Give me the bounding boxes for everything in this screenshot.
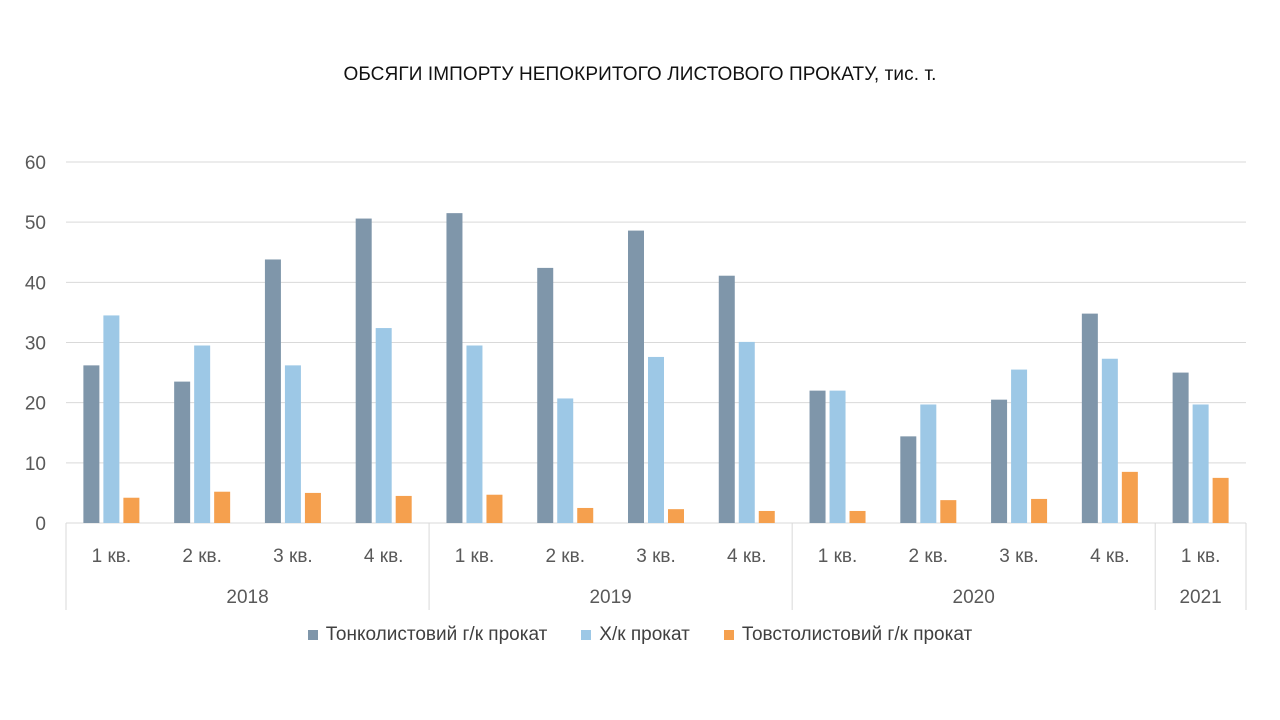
bar-series-0-cat-9 — [900, 436, 917, 523]
group-label: 2018 — [226, 587, 268, 608]
chart-legend: Тонколистовий г/к прокат Х/к прокат Товсто… — [0, 624, 1280, 646]
bar-series-1-cat-12 — [1192, 404, 1209, 523]
bar-series-0-cat-8 — [809, 390, 826, 523]
bar-series-2-cat-11 — [1121, 471, 1138, 523]
bar-series-1-cat-10 — [1011, 369, 1028, 523]
bar-series-0-cat-11 — [1081, 313, 1098, 523]
bar-series-1-cat-8 — [829, 390, 846, 523]
bar-series-0-cat-4 — [446, 213, 463, 523]
bar-series-0-cat-12 — [1172, 372, 1189, 523]
x-tick-label: 1 кв. — [818, 546, 858, 567]
bar-series-2-cat-7 — [758, 510, 775, 523]
bar-series-2-cat-6 — [668, 509, 684, 523]
legend-item: Тонколистовий г/к прокат — [307, 624, 548, 646]
bar-series-1-cat-3 — [375, 328, 392, 523]
bar-series-2-cat-12 — [1212, 477, 1229, 523]
bar-series-2-cat-5 — [577, 507, 594, 523]
y-tick-label: 20 — [25, 394, 46, 415]
group-label: 2019 — [589, 587, 631, 608]
bar-series-0-cat-6 — [628, 230, 644, 523]
x-tick-label: 1 кв. — [92, 546, 132, 567]
bar-series-0-cat-0 — [83, 365, 100, 523]
legend-swatch — [723, 630, 734, 640]
x-tick-label: 4 кв. — [1090, 546, 1130, 567]
bar-series-0-cat-10 — [991, 399, 1008, 523]
bar-series-2-cat-0 — [123, 497, 140, 523]
bar-series-2-cat-2 — [304, 492, 321, 523]
x-tick-label: 1 кв. — [455, 546, 495, 567]
bar-series-1-cat-1 — [194, 345, 211, 523]
bar-series-1-cat-7 — [738, 341, 755, 523]
x-tick-label: 2 кв. — [545, 546, 585, 567]
bar-series-0-cat-3 — [355, 218, 372, 523]
y-tick-label: 60 — [25, 153, 46, 174]
group-label: 2021 — [1179, 587, 1221, 608]
bar-series-2-cat-8 — [849, 510, 866, 523]
x-tick-label: 1 кв. — [1181, 546, 1221, 567]
bar-series-1-cat-6 — [648, 356, 664, 523]
legend-label: Х/к прокат — [599, 624, 690, 645]
x-tick-label: 3 кв. — [636, 546, 676, 567]
legend-swatch — [307, 630, 318, 640]
y-tick-label: 40 — [25, 273, 46, 294]
bar-series-1-cat-5 — [557, 398, 574, 523]
x-tick-label: 3 кв. — [273, 546, 313, 567]
bar-series-1-cat-11 — [1101, 358, 1118, 523]
bar-series-1-cat-0 — [103, 315, 120, 523]
bar-series-0-cat-1 — [174, 381, 191, 523]
bar-series-2-cat-4 — [486, 494, 503, 523]
legend-item: Товстолистовий г/к прокат — [723, 624, 973, 646]
bar-series-0-cat-7 — [718, 275, 735, 523]
chart-title: ОБСЯГИ ІМПОРТУ НЕПОКРИТОГО ЛИСТОВОГО ПРО… — [343, 64, 937, 85]
y-tick-label: 10 — [25, 454, 46, 475]
x-tick-label: 2 кв. — [909, 546, 949, 567]
x-tick-label: 2 кв. — [182, 546, 222, 567]
y-tick-label: 50 — [25, 213, 46, 234]
bar-series-0-cat-2 — [264, 259, 281, 523]
bar-series-2-cat-10 — [1031, 498, 1048, 523]
y-tick-label: 0 — [35, 514, 46, 535]
legend-label: Тонколистовий г/к прокат — [325, 624, 548, 645]
legend-swatch — [581, 630, 592, 640]
bar-series-0-cat-5 — [537, 267, 554, 523]
x-tick-label: 3 кв. — [999, 546, 1039, 567]
group-label: 2020 — [953, 587, 995, 608]
bar-series-2-cat-1 — [214, 491, 231, 523]
legend-label: Товстолистовий г/к прокат — [741, 624, 973, 645]
bar-series-2-cat-9 — [940, 500, 957, 523]
legend-item: Х/к прокат — [581, 624, 690, 646]
x-tick-label: 4 кв. — [364, 546, 404, 567]
bar-series-1-cat-4 — [466, 345, 483, 523]
y-tick-label: 30 — [25, 334, 46, 355]
x-tick-label: 4 кв. — [727, 546, 767, 567]
bar-series-1-cat-9 — [920, 404, 937, 523]
bar-series-2-cat-3 — [395, 495, 412, 523]
bar-series-1-cat-2 — [284, 365, 301, 523]
